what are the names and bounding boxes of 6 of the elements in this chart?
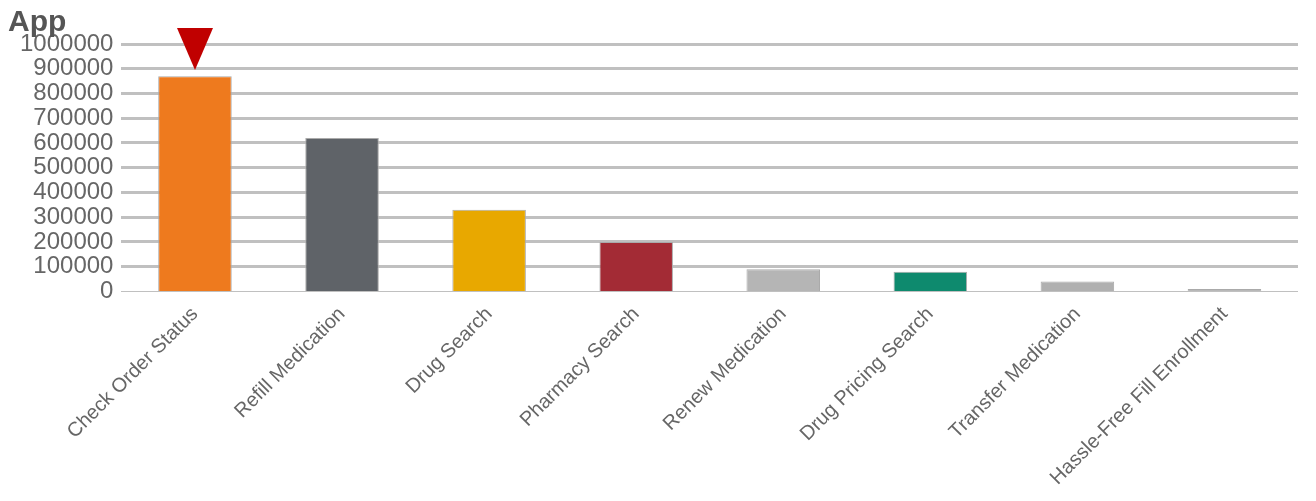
y-tick-label: 0 bbox=[100, 276, 114, 304]
y-tick-label: 500000 bbox=[33, 152, 114, 180]
y-tick-label: 200000 bbox=[33, 226, 114, 254]
y-tick-label: 900000 bbox=[33, 53, 114, 81]
y-tick-label: 600000 bbox=[33, 127, 114, 155]
y-tick-label: 100000 bbox=[33, 251, 114, 279]
